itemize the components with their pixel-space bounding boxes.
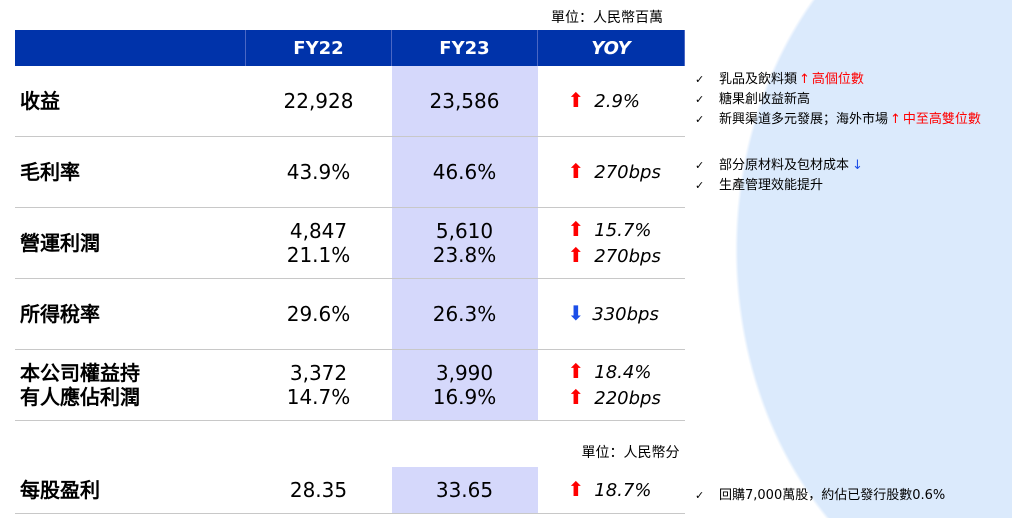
arrow-up-icon: ⬆ — [567, 159, 585, 183]
cell-line: 3,372 — [289, 361, 348, 385]
note-highlight: 中至高雙位數 — [902, 112, 981, 127]
yoy-value-cell: ⬆ 270bps — [537, 136, 685, 208]
cell-line: 4,847 — [289, 219, 348, 243]
arrow-up-icon: ⬆ — [567, 385, 585, 409]
spacer: 單位：人民幣分 — [15, 421, 685, 468]
header-blank — [15, 30, 246, 66]
yoy-line: ⬆ 18.7% — [568, 477, 685, 503]
financial-table: FY22 FY23 YOY 收益 22,928 23,586 ⬆ 2.9% 毛利率 43.9… — [15, 30, 685, 514]
unit-label: 單位：人民幣百萬 — [551, 10, 663, 26]
note-item: ✓ 部分原材料及包材成本 ↓ — [695, 156, 863, 176]
yoy-value: 220bps — [594, 388, 661, 409]
note-item: ✓ 乳品及飲料類 ↑ 高個位數 — [695, 70, 981, 90]
arrow-down-icon: ↓ — [852, 158, 863, 173]
note-item: ✓ 新興渠道多元發展；海外市場 ↑ 中至高雙位數 — [695, 110, 981, 130]
row-label: 所得稅率 — [15, 278, 246, 350]
fy22-value: 29.6% — [245, 278, 392, 350]
note-text: 新興渠道多元發展；海外市場 — [719, 112, 889, 127]
header-fy23: FY23 — [391, 30, 538, 66]
cell-line: 3,990 — [435, 361, 494, 385]
note-item: ✓ 糖果創收益新高 — [695, 90, 981, 110]
fy22-value: 28.35 — [245, 467, 392, 514]
cell-line: 23.8% — [432, 243, 497, 267]
fy23-value: 33.65 — [391, 467, 538, 514]
yoy-line: ⬆ 15.7% — [568, 217, 685, 243]
note-text: 糖果創收益新高 — [719, 92, 811, 107]
note-text: 回購7,000萬股，約佔已發行股數0.6% — [719, 488, 946, 503]
fy23-value: 23,586 — [391, 66, 538, 137]
fy23-value: 46.6% — [391, 136, 538, 208]
check-icon: ✓ — [695, 179, 705, 192]
cell-line: 14.7% — [286, 385, 351, 409]
note-item: ✓ 生產管理效能提升 — [695, 176, 863, 196]
check-icon: ✓ — [695, 93, 705, 106]
note-text: 乳品及飲料類 — [719, 72, 798, 87]
table-row-eps: 每股盈利 28.35 33.65 ⬆ 18.7% — [15, 467, 685, 514]
header-yoy: YOY — [537, 30, 685, 66]
cell-line: 21.1% — [286, 243, 351, 267]
fy23-value: 3,990 16.9% — [391, 349, 538, 421]
fy22-value: 4,847 21.1% — [245, 207, 392, 279]
yoy-line: ⬆ 220bps — [568, 385, 685, 411]
eps-unit-label: 單位：人民幣分 — [581, 445, 680, 461]
notes-margin: ✓ 部分原材料及包材成本 ↓ ✓ 生產管理效能提升 — [695, 156, 863, 196]
yoy-value-cell: ⬆ 18.7% — [537, 467, 685, 514]
notes-revenue: ✓ 乳品及飲料類 ↑ 高個位數 ✓ 糖果創收益新高 ✓ 新興渠道多元發展；海外市場 ↑ 中至高雙位… — [695, 70, 981, 130]
note-text: 生產管理效能提升 — [719, 178, 824, 193]
table-row: 營運利潤 4,847 21.1% 5,610 23.8% ⬆ 15.7% ⬆ 270bps — [15, 207, 685, 279]
yoy-value-cell: ⬆ 18.4% ⬆ 220bps — [537, 349, 685, 421]
fy23-value: 5,610 23.8% — [391, 207, 538, 279]
table-row: 毛利率 43.9% 46.6% ⬆ 270bps — [15, 136, 685, 208]
check-icon: ✓ — [695, 113, 705, 126]
yoy-value: 18.4% — [594, 362, 652, 383]
yoy-line: ⬆ 270bps — [568, 243, 685, 269]
cell-line: 5,610 — [435, 219, 494, 243]
fy22-value: 3,372 14.7% — [245, 349, 392, 421]
arrow-up-icon: ⬆ — [567, 359, 585, 383]
row-label: 毛利率 — [15, 136, 246, 208]
row-label: 收益 — [15, 66, 246, 137]
row-label: 營運利潤 — [15, 207, 246, 279]
table-row: 本公司權益持 有人應佔利潤 3,372 14.7% 3,990 16.9% ⬆ 18.4% ⬆ 2… — [15, 349, 685, 421]
yoy-line: ⬆ 18.4% — [568, 359, 685, 385]
yoy-value: 330bps — [592, 304, 659, 325]
table-row: 收益 22,928 23,586 ⬆ 2.9% — [15, 66, 685, 137]
note-highlight: 高個位數 — [811, 72, 864, 87]
yoy-value-cell: ⬆ 2.9% — [537, 66, 685, 137]
check-icon: ✓ — [695, 159, 705, 172]
cell-line: 有人應佔利潤 — [20, 385, 140, 409]
header-fy22: FY22 — [245, 30, 392, 66]
check-icon: ✓ — [695, 73, 705, 86]
yoy-value: 18.7% — [594, 480, 652, 501]
fy22-value: 22,928 — [245, 66, 392, 137]
arrow-up-icon: ⬆ — [567, 217, 585, 241]
yoy-value: 270bps — [594, 246, 661, 267]
spacer-row: 單位：人民幣分 — [15, 421, 685, 468]
yoy-value: 15.7% — [594, 220, 652, 241]
yoy-value: 2.9% — [594, 91, 640, 112]
yoy-value: 270bps — [594, 162, 661, 183]
fy22-value: 43.9% — [245, 136, 392, 208]
arrow-up-icon: ⬆ — [567, 88, 585, 112]
fy23-value: 26.3% — [391, 278, 538, 350]
note-item: ✓ 回購7,000萬股，約佔已發行股數0.6% — [695, 486, 945, 506]
arrow-up-icon: ⬆ — [567, 477, 585, 501]
row-label: 每股盈利 — [15, 467, 246, 514]
yoy-value-cell: ⬇ 330bps — [537, 278, 685, 350]
cell-line: 16.9% — [432, 385, 497, 409]
yoy-line: ⬇ 330bps — [568, 301, 685, 327]
arrow-up-icon: ⬆ — [567, 243, 585, 267]
yoy-value-cell: ⬆ 15.7% ⬆ 270bps — [537, 207, 685, 279]
arrow-up-icon: ↑ — [799, 72, 810, 87]
notes-eps: ✓ 回購7,000萬股，約佔已發行股數0.6% — [695, 486, 945, 506]
cell-line: 本公司權益持 — [20, 361, 140, 385]
arrow-up-icon: ↑ — [890, 112, 901, 127]
note-text: 部分原材料及包材成本 — [719, 158, 850, 173]
check-icon: ✓ — [695, 489, 705, 502]
arrow-down-icon: ⬇ — [567, 301, 585, 325]
yoy-line: ⬆ 2.9% — [568, 88, 685, 114]
row-label: 本公司權益持 有人應佔利潤 — [15, 349, 246, 421]
table-row: 所得稅率 29.6% 26.3% ⬇ 330bps — [15, 278, 685, 350]
yoy-line: ⬆ 270bps — [568, 159, 685, 185]
